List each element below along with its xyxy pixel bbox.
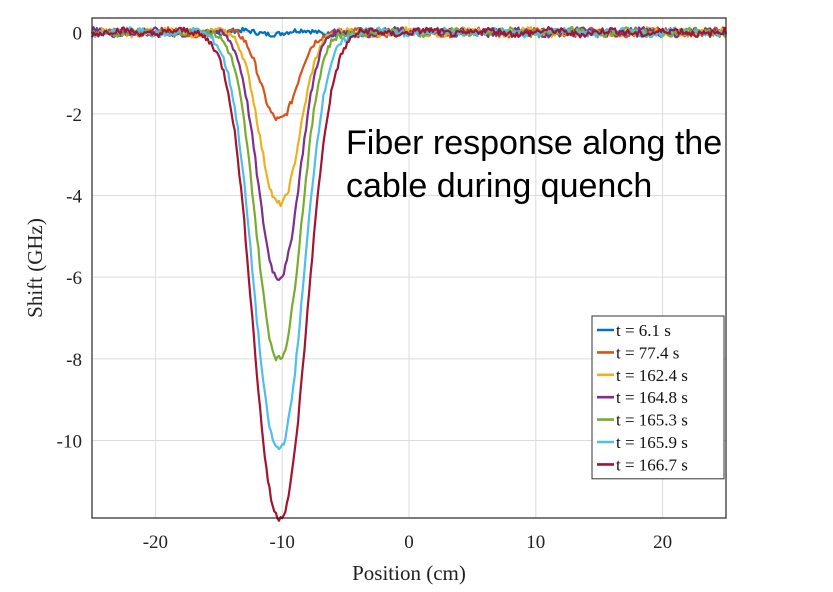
y-axis-label: Shift (GHz) bbox=[23, 218, 47, 318]
y-tick-label: -2 bbox=[66, 105, 82, 126]
x-tick-label: 10 bbox=[526, 532, 545, 553]
series-line bbox=[91, 26, 727, 451]
x-tick-label: 0 bbox=[404, 532, 414, 553]
y-tick-label: -8 bbox=[66, 350, 82, 371]
y-tick-label: 0 bbox=[73, 23, 83, 44]
legend-entry: t = 165.9 s bbox=[616, 433, 688, 452]
x-tick-label: 20 bbox=[653, 532, 672, 553]
annotation-line-1: Fiber response along the bbox=[346, 124, 723, 162]
x-tick-label: -20 bbox=[143, 532, 168, 553]
annotation-text: Fiber response along the cable during qu… bbox=[346, 122, 722, 208]
series-line bbox=[90, 26, 728, 522]
x-tick-label: -10 bbox=[270, 532, 295, 553]
plot-frame bbox=[91, 17, 727, 519]
legend-entry: t = 165.3 s bbox=[616, 411, 688, 430]
tick-labels: -20 -10 0 10 20 0 -2 -4 -6 -8 -10 bbox=[57, 23, 672, 553]
series-lines bbox=[90, 26, 728, 522]
annotation-line-2: cable during quench bbox=[346, 167, 653, 205]
legend-entry: t = 166.7 s bbox=[616, 455, 688, 474]
x-axis-label: Position (cm) bbox=[352, 561, 466, 585]
y-tick-label: -10 bbox=[57, 431, 82, 452]
legend-entry: t = 77.4 s bbox=[616, 343, 679, 362]
legend: t = 6.1 s t = 77.4 s t = 162.4 s t = 164.8 … bbox=[591, 315, 725, 480]
legend-entry: t = 164.8 s bbox=[616, 388, 688, 407]
legend-entry: t = 6.1 s bbox=[616, 321, 671, 340]
legend-entry: t = 162.4 s bbox=[616, 366, 688, 385]
y-tick-label: -6 bbox=[66, 268, 82, 289]
y-tick-label: -4 bbox=[66, 187, 82, 208]
